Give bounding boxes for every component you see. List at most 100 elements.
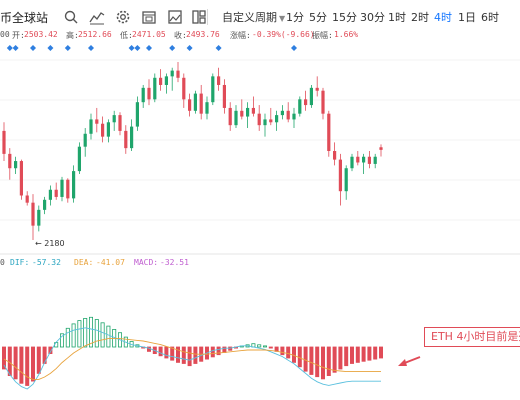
candle-body bbox=[292, 113, 296, 120]
high-label: 高: bbox=[66, 31, 79, 40]
candle-body bbox=[228, 107, 232, 126]
candle-body bbox=[338, 159, 342, 192]
macd-bar bbox=[373, 346, 378, 360]
layout-icon[interactable] bbox=[188, 6, 210, 28]
macd-bar bbox=[25, 346, 30, 386]
price-marker-label: ← 2180 bbox=[35, 239, 65, 248]
open-value: 2503.42 bbox=[24, 30, 58, 39]
candle-body bbox=[257, 113, 261, 126]
dea-line bbox=[3, 338, 381, 380]
candle-body bbox=[112, 115, 116, 123]
macd-bar bbox=[77, 320, 82, 348]
macd-bar bbox=[94, 319, 99, 348]
custom-period-dropdown[interactable]: 自定义周期 ▼ bbox=[222, 9, 285, 25]
macd-bar bbox=[36, 346, 41, 374]
image-icon[interactable] bbox=[164, 6, 186, 28]
custom-period-label: 自定义周期 bbox=[222, 11, 277, 24]
macd-bar bbox=[326, 346, 331, 377]
period-30m[interactable]: 30分 bbox=[360, 11, 385, 24]
candle-body bbox=[367, 156, 371, 164]
macd-bar bbox=[106, 325, 111, 348]
macd-bar bbox=[158, 346, 163, 357]
amplitude-value: 1.66% bbox=[334, 30, 359, 39]
candle-body bbox=[25, 195, 29, 203]
diamond-marker bbox=[30, 45, 36, 51]
macd-label: MACD: bbox=[134, 258, 159, 267]
macd-bar bbox=[367, 346, 372, 361]
candle-body bbox=[240, 110, 244, 117]
candle-body bbox=[118, 115, 122, 131]
macd-bar bbox=[193, 346, 198, 364]
candle-body bbox=[309, 87, 313, 106]
candle-body bbox=[205, 102, 209, 114]
macd-bar bbox=[216, 346, 221, 356]
macd-bar bbox=[315, 346, 320, 378]
change-value: -0.39%(-9.66) bbox=[252, 30, 315, 39]
dea-value: -41.07 bbox=[96, 258, 125, 267]
candle-body bbox=[356, 156, 360, 163]
candle-body bbox=[54, 189, 58, 197]
annotation-box: ETH 4小时目前是死 bbox=[424, 327, 520, 347]
candle-body bbox=[8, 153, 12, 169]
candle-body bbox=[350, 156, 354, 169]
period-1d[interactable]: 1日 bbox=[458, 11, 476, 24]
candle-body bbox=[77, 146, 81, 172]
macd-bar bbox=[7, 346, 12, 377]
candle-body bbox=[234, 110, 238, 126]
candle-body bbox=[327, 113, 331, 151]
candle-body bbox=[48, 189, 52, 200]
screenshot-icon[interactable] bbox=[138, 6, 160, 28]
candle-body bbox=[130, 126, 134, 149]
macd-bar bbox=[338, 346, 343, 370]
macd-bar bbox=[332, 346, 337, 373]
period-1m[interactable]: 1分 bbox=[286, 11, 304, 24]
indicator-icon[interactable] bbox=[86, 6, 108, 28]
macd-bar bbox=[175, 346, 180, 363]
close-value: 2493.76 bbox=[186, 30, 220, 39]
macd-bar bbox=[60, 333, 65, 348]
candle-body bbox=[176, 70, 180, 78]
candle-body bbox=[298, 99, 302, 114]
period-5m[interactable]: 5分 bbox=[309, 11, 327, 24]
candle-body bbox=[269, 119, 273, 123]
macd-bar bbox=[65, 327, 70, 348]
macd-bar bbox=[344, 346, 349, 367]
macd-bar bbox=[2, 346, 7, 370]
candle-body bbox=[95, 119, 99, 124]
candle-body bbox=[315, 87, 319, 91]
candle-body bbox=[188, 99, 192, 111]
high-value: 2512.66 bbox=[78, 30, 112, 39]
candle-body bbox=[211, 76, 215, 103]
open-label: 开: bbox=[12, 31, 25, 40]
diamond-marker bbox=[88, 45, 94, 51]
period-15m[interactable]: 15分 bbox=[332, 11, 357, 24]
macd-prefix: 0 bbox=[0, 258, 5, 267]
candle-body bbox=[89, 119, 93, 134]
macd-bar bbox=[262, 345, 267, 348]
candle-body bbox=[153, 77, 157, 100]
arrow-head bbox=[398, 359, 407, 366]
macd-bar bbox=[30, 346, 35, 382]
dif-label: DIF: bbox=[10, 258, 30, 267]
period-2h[interactable]: 2时 bbox=[411, 11, 429, 24]
macd-bar bbox=[187, 346, 192, 367]
candle-body bbox=[170, 70, 174, 77]
candle-body bbox=[217, 76, 221, 85]
diamond-markers-layer bbox=[6, 45, 297, 51]
macd-bar bbox=[257, 344, 262, 348]
candle-body bbox=[43, 199, 47, 210]
macd-bar bbox=[320, 346, 325, 380]
period-4h[interactable]: 4时 bbox=[434, 11, 452, 24]
search-icon[interactable] bbox=[60, 6, 82, 28]
candle-body bbox=[159, 77, 163, 85]
period-6h[interactable]: 6时 bbox=[481, 11, 499, 24]
macd-bar bbox=[210, 346, 215, 358]
candle-body bbox=[72, 171, 76, 199]
settings-icon[interactable] bbox=[112, 6, 134, 28]
period-1h[interactable]: 1时 bbox=[388, 11, 406, 24]
candle-body bbox=[321, 90, 325, 114]
macd-bar bbox=[164, 346, 169, 359]
macd-bar bbox=[100, 322, 105, 348]
annotation-arrow bbox=[398, 356, 421, 366]
